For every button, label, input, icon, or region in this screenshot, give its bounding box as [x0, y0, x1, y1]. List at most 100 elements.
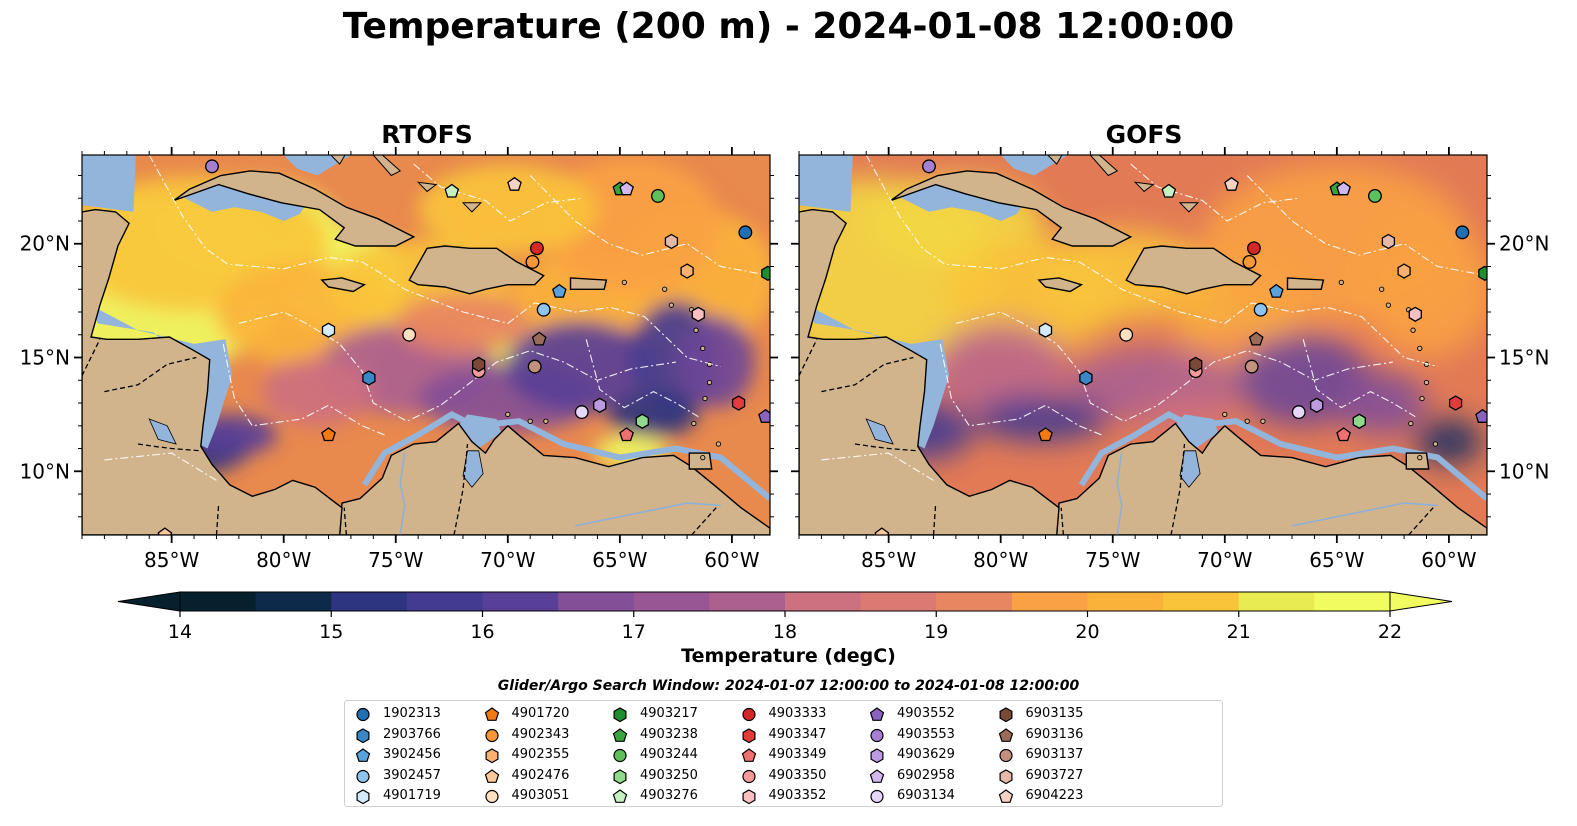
legend-marker-icon — [998, 727, 1013, 742]
marker-4903250 — [1352, 413, 1366, 429]
legend-item-label: 4902343 — [511, 726, 570, 742]
marker-4901719 — [1038, 322, 1053, 338]
legend-marker-icon — [613, 707, 627, 723]
marker-4903333 — [529, 241, 544, 256]
legend-marker-icon — [741, 727, 755, 743]
legend-item-label: 4903276 — [640, 788, 698, 803]
marker-6903727 — [1381, 233, 1396, 250]
legend-item-label: 6903137 — [1025, 747, 1084, 762]
marker-3902456 — [552, 283, 567, 298]
legend-item-label: 3902456 — [383, 747, 441, 762]
legend-marker-icon — [484, 768, 499, 783]
colorbar-tick-label: 14 — [168, 621, 192, 643]
legend-marker-icon — [612, 789, 628, 803]
marker-4903217 — [1478, 265, 1487, 282]
legend-item-label: 4903051 — [511, 788, 570, 803]
marker-4903553 — [922, 159, 936, 174]
legend-marker-icon — [870, 728, 884, 742]
marker-4903629 — [1310, 397, 1324, 413]
marker-4903349 — [619, 427, 634, 442]
colorbar-label: Temperature (degC) — [681, 645, 896, 667]
marker-4903244 — [650, 189, 665, 203]
marker-6904223 — [1224, 176, 1239, 191]
legend-item-label: 3902457 — [383, 767, 441, 783]
marker-6903135 — [472, 356, 486, 373]
legend-marker-icon — [612, 727, 628, 742]
marker-4903553 — [205, 159, 219, 174]
marker-4903244 — [1367, 189, 1382, 203]
legend-item-label: 4903350 — [768, 767, 827, 783]
marker-6903137 — [527, 359, 542, 374]
lon-tick-label: 60°W — [704, 548, 759, 572]
marker-4902476 — [157, 527, 173, 535]
legend-item-label: 6903136 — [1025, 726, 1084, 742]
map-panel-gofs — [799, 155, 1487, 535]
marker-4903352 — [1408, 306, 1422, 322]
lon-tick-label: 80°W — [973, 548, 1028, 572]
colorbar-tick-label: 19 — [924, 621, 948, 643]
marker-6903727 — [664, 233, 679, 250]
lon-tick-label: 85°W — [861, 548, 916, 572]
marker-4903347 — [731, 395, 746, 411]
colorbar-tick-label: 15 — [319, 621, 343, 643]
legend-marker-icon — [484, 707, 499, 721]
marker-6903135 — [1189, 356, 1203, 373]
lon-tick-label: 80°W — [256, 548, 311, 572]
marker-6903136 — [531, 331, 547, 346]
legend-item-label: 4903217 — [640, 706, 698, 721]
legend-item-label: 6903727 — [1025, 767, 1084, 783]
marker-4903276 — [1161, 183, 1177, 198]
marker-1902313 — [738, 225, 753, 240]
legend-item-label: 4903333 — [768, 706, 827, 721]
marker-4903347 — [1448, 395, 1463, 411]
marker-4902343 — [1242, 254, 1257, 269]
legend-marker-icon — [356, 707, 370, 722]
marker-1902313 — [1455, 225, 1470, 240]
lon-tick-label: 75°W — [368, 548, 423, 572]
legend-marker-icon — [355, 748, 371, 762]
legend-marker-icon — [356, 789, 370, 805]
marker-6903137 — [1244, 359, 1259, 374]
legend-item-label: 4903244 — [640, 747, 698, 762]
colorbar-tick-label: 17 — [622, 621, 646, 643]
marker-6903134 — [574, 405, 589, 420]
legend-marker-icon — [869, 707, 885, 721]
legend-marker-icon — [356, 727, 370, 743]
lat-tick-label: 15°N — [1499, 346, 1549, 370]
lon-tick-label: 60°W — [1421, 548, 1476, 572]
marker-4903552 — [1475, 408, 1487, 423]
legend-item-label: 6903134 — [897, 788, 955, 803]
marker-4903333 — [1246, 241, 1261, 256]
legend-marker-icon — [484, 789, 499, 804]
colorbar-tick-label: 22 — [1378, 621, 1402, 643]
lon-tick-label: 85°W — [144, 548, 199, 572]
legend-item-label: 4901720 — [511, 706, 570, 721]
colorbar-tick-label: 21 — [1227, 621, 1251, 643]
legend-item-label: 6904223 — [1025, 788, 1084, 803]
marker-6904223 — [507, 176, 522, 191]
legend-item-label: 4903552 — [897, 706, 955, 721]
marker-4903217 — [761, 265, 770, 282]
marker-3902456 — [1269, 283, 1284, 298]
marker-4902476 — [874, 527, 890, 535]
legend-item-label: 1902313 — [383, 706, 441, 721]
legend-item-label: 4903629 — [897, 747, 955, 762]
legend-marker-icon — [741, 748, 756, 762]
marker-4903276 — [444, 183, 460, 198]
marker-6902958 — [1336, 181, 1351, 196]
marker-4903051 — [402, 327, 417, 342]
legend-marker-icon — [741, 769, 756, 783]
marker-4901719 — [321, 322, 336, 338]
legend-item-label: 4903352 — [768, 788, 827, 803]
panel-title-rtofs: RTOFS — [381, 120, 473, 149]
lat-tick-label: 10°N — [20, 459, 70, 483]
marker-4902355 — [680, 263, 694, 279]
legend-item-label: 6902958 — [897, 767, 955, 783]
marker-4902355 — [1397, 263, 1411, 279]
legend-marker-icon — [356, 769, 370, 783]
lon-tick-label: 70°W — [1197, 548, 1252, 572]
colorbar-tick-label: 18 — [773, 621, 797, 643]
legend-marker-icon — [870, 748, 884, 764]
legend-marker-icon — [998, 748, 1013, 763]
